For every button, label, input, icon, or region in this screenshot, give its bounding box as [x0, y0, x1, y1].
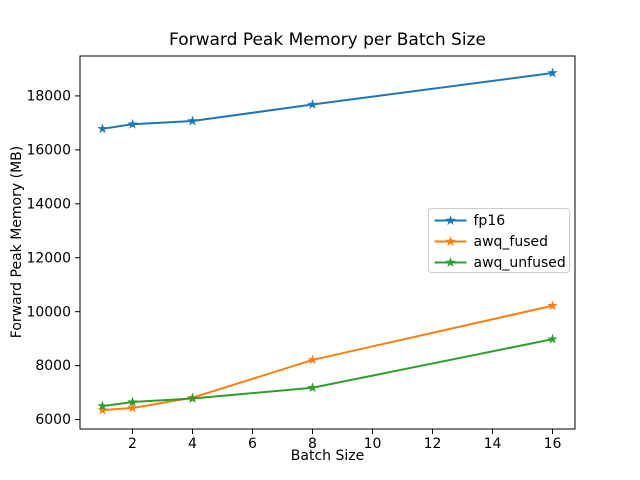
- x-tick-label: 10: [364, 436, 382, 452]
- data-point-marker-awq_unfused: [547, 333, 558, 344]
- legend-label-fp16: fp16: [474, 213, 506, 229]
- legend-label-awq_fused: awq_fused: [474, 234, 549, 250]
- series-line-awq_fused: [101, 304, 554, 412]
- series-line-awq_unfused: [101, 338, 554, 408]
- x-tick-label: 2: [128, 436, 137, 452]
- data-point-marker-awq_unfused: [127, 396, 138, 407]
- data-point-marker-awq_unfused: [97, 400, 108, 411]
- y-tick-label: 6000: [35, 412, 71, 428]
- y-tick-label: 14000: [26, 196, 71, 212]
- y-tick-label: 8000: [35, 358, 71, 374]
- x-tick-label: 14: [484, 436, 502, 452]
- data-point-marker-awq_fused: [307, 354, 318, 365]
- data-point-marker-fp16: [97, 123, 108, 134]
- x-tick-label: 12: [424, 436, 442, 452]
- legend-marker-fp16: [445, 215, 456, 225]
- data-point-marker-fp16: [547, 67, 558, 78]
- y-tick-label: 12000: [26, 250, 71, 266]
- data-point-marker-awq_fused: [547, 300, 558, 311]
- data-point-marker-awq_unfused: [307, 382, 318, 393]
- x-tick-label: 16: [544, 436, 562, 452]
- x-tick-label: 4: [188, 436, 197, 452]
- y-tick-label: 10000: [26, 304, 71, 320]
- x-tick-label: 8: [308, 436, 317, 452]
- data-point-marker-awq_unfused: [187, 393, 198, 403]
- data-point-marker-awq_fused: [127, 402, 138, 413]
- data-point-marker-fp16: [307, 99, 318, 109]
- chart-title: Forward Peak Memory per Batch Size: [169, 30, 486, 50]
- data-point-marker-fp16: [187, 115, 198, 126]
- x-axis-label: Batch Size: [290, 448, 365, 464]
- data-point-marker-fp16: [127, 118, 138, 129]
- series-line-fp16: [101, 71, 554, 130]
- legend-label-awq_unfused: awq_unfused: [474, 255, 566, 271]
- y-tick-label: 16000: [26, 142, 71, 158]
- y-axis-label: Forward Peak Memory (MB): [9, 145, 25, 339]
- legend-marker-awq_unfused: [445, 257, 456, 267]
- axes-frame: [79, 55, 576, 430]
- legend-box: [428, 208, 570, 273]
- legend-marker-awq_fused: [445, 236, 456, 246]
- x-tick-label: 6: [248, 436, 257, 452]
- data-point-marker-awq_fused: [97, 404, 108, 415]
- y-tick-label: 18000: [26, 89, 71, 105]
